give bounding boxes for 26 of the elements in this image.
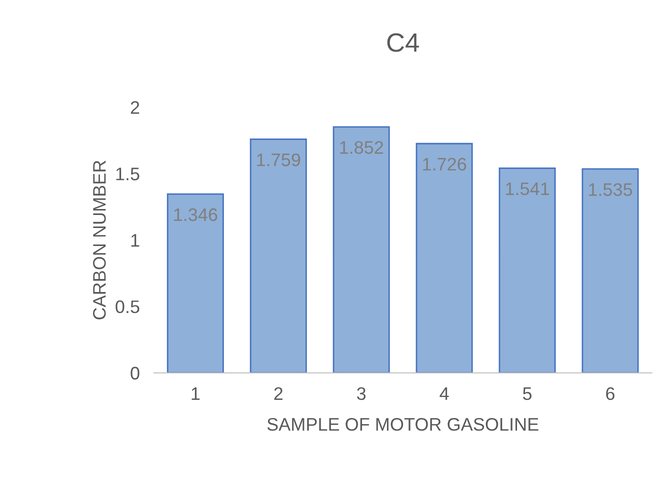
y-tick-label: 0 bbox=[130, 366, 140, 380]
data-label: 1.535 bbox=[589, 183, 632, 196]
bar bbox=[416, 142, 473, 373]
bar bbox=[498, 168, 556, 373]
y-tick-label: 0.5 bbox=[116, 300, 140, 314]
data-label: 1.346 bbox=[174, 208, 218, 222]
y-tick-label: 2 bbox=[130, 101, 140, 114]
bar bbox=[166, 193, 224, 373]
y-tick-label: 1 bbox=[131, 234, 140, 247]
bar bbox=[582, 168, 639, 373]
bar bbox=[250, 138, 307, 373]
x-tick-label: 6 bbox=[606, 387, 614, 400]
bar bbox=[332, 126, 390, 373]
data-label: 1.726 bbox=[423, 158, 466, 171]
x-tick-label: 1 bbox=[192, 387, 200, 400]
data-label: 1.852 bbox=[340, 141, 384, 154]
data-label: 1.541 bbox=[506, 182, 549, 196]
x-tick-label: 2 bbox=[274, 387, 282, 400]
chart-title: C4 bbox=[387, 33, 419, 52]
x-tick-label: 5 bbox=[522, 387, 532, 400]
x-tick-label: 3 bbox=[357, 387, 366, 400]
data-label: 1.759 bbox=[257, 153, 300, 166]
y-tick-label: 1.5 bbox=[116, 168, 140, 180]
y-axis-title: CARBON NUMBER bbox=[93, 160, 106, 320]
x-axis-title: SAMPLE OF MOTOR GASOLINE bbox=[267, 418, 538, 431]
x-tick-label: 4 bbox=[440, 387, 449, 400]
